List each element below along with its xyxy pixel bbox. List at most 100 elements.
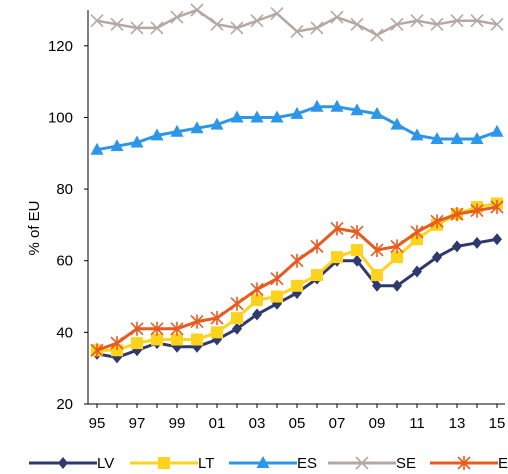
data-point-ee xyxy=(150,321,164,336)
data-point-se xyxy=(190,3,204,17)
data-point-lv xyxy=(412,265,422,278)
data-point-se xyxy=(310,21,324,35)
legend-item-lt: LT xyxy=(130,455,214,472)
data-point-es xyxy=(490,124,504,137)
data-point-lt xyxy=(231,312,243,325)
data-point-ee xyxy=(310,239,324,254)
data-point-se xyxy=(470,14,484,28)
data-point-es xyxy=(170,124,184,137)
data-point-lt xyxy=(391,251,403,264)
data-point-ee xyxy=(450,207,464,222)
data-point-es xyxy=(90,142,104,155)
data-point-es xyxy=(250,110,264,123)
data-point-es xyxy=(150,128,164,141)
data-point-se xyxy=(390,17,404,31)
data-point-se xyxy=(410,14,424,28)
data-point-es xyxy=(110,139,124,152)
data-point-lv xyxy=(492,233,502,246)
data-point-lv xyxy=(432,251,442,264)
series-es xyxy=(90,99,504,155)
data-point-es xyxy=(410,128,424,141)
data-point-ee xyxy=(190,314,204,329)
data-point-ee xyxy=(170,321,184,336)
data-point-se xyxy=(290,24,304,39)
data-point-es xyxy=(430,131,444,144)
data-point-lv xyxy=(232,322,242,335)
legend-label: LV xyxy=(97,455,114,472)
data-point-ee xyxy=(330,221,344,236)
x-tick-label: 15 xyxy=(489,415,506,432)
series-ee xyxy=(90,200,504,358)
data-point-ee xyxy=(370,242,384,257)
x-tick-label: 13 xyxy=(449,415,466,432)
data-point-se xyxy=(370,28,384,42)
data-point-lt xyxy=(311,269,323,282)
x-tick-label: 11 xyxy=(409,415,425,432)
data-point-lv xyxy=(472,236,482,249)
legend-swatch-marker xyxy=(256,456,270,468)
data-point-lv xyxy=(452,240,462,253)
legend-label: ES xyxy=(297,455,317,472)
legend: LV LT ES SE EE xyxy=(29,455,508,472)
x-tick-label: 97 xyxy=(129,415,146,432)
data-point-es xyxy=(450,131,464,144)
legend-swatch-marker xyxy=(457,456,471,470)
data-point-lt xyxy=(171,333,183,346)
data-point-lt xyxy=(151,333,163,346)
data-point-lt xyxy=(411,233,423,246)
series-layer xyxy=(90,3,504,364)
y-tick-label: 20 xyxy=(56,396,73,413)
y-axis-ticks: 20 40 60 80 100 120 xyxy=(48,38,88,413)
data-point-ee xyxy=(430,214,444,229)
data-point-ee xyxy=(130,321,144,336)
data-point-es xyxy=(210,117,224,130)
data-point-lv xyxy=(352,254,362,267)
data-point-es xyxy=(390,117,404,130)
data-point-se xyxy=(210,17,224,31)
data-point-lt xyxy=(291,279,303,292)
data-point-se xyxy=(90,14,104,28)
legend-swatch-marker xyxy=(355,456,369,470)
data-point-lt xyxy=(251,294,263,307)
data-point-ee xyxy=(210,311,224,326)
data-point-se xyxy=(110,17,124,31)
data-point-es xyxy=(190,121,204,134)
data-point-se xyxy=(130,21,144,35)
data-point-se xyxy=(170,10,184,24)
x-tick-label: 03 xyxy=(249,415,266,432)
x-tick-label: 05 xyxy=(289,415,306,432)
data-point-lt xyxy=(271,290,283,303)
data-point-se xyxy=(490,17,504,31)
data-point-es xyxy=(270,110,284,123)
legend-label: EE xyxy=(498,455,508,472)
data-point-ee xyxy=(270,271,284,286)
legend-item-ee: EE xyxy=(430,455,508,472)
data-point-se xyxy=(330,10,344,24)
data-point-se xyxy=(150,21,164,35)
data-point-lt xyxy=(111,344,123,357)
data-point-es xyxy=(290,106,304,119)
data-point-es xyxy=(130,135,144,148)
legend-swatch-marker xyxy=(58,457,68,469)
x-axis-ticks: 95 97 99 01 03 05 07 09 11 13 15 xyxy=(89,404,506,432)
data-point-es xyxy=(330,99,344,112)
data-point-se xyxy=(430,17,444,31)
data-point-lt xyxy=(371,269,383,282)
data-point-lv xyxy=(392,279,402,292)
data-point-se xyxy=(250,14,264,28)
data-point-ee xyxy=(110,336,124,351)
data-point-ee xyxy=(290,253,304,268)
legend-item-es: ES xyxy=(229,455,317,472)
data-point-se xyxy=(230,21,244,35)
data-point-ee xyxy=(390,239,404,254)
legend-label: SE xyxy=(396,455,416,472)
data-point-lv xyxy=(372,279,382,292)
data-point-ee xyxy=(410,225,424,240)
data-point-lt xyxy=(211,326,223,339)
y-tick-label: 60 xyxy=(56,253,73,270)
y-tick-label: 120 xyxy=(48,38,73,55)
x-tick-label: 07 xyxy=(329,415,346,432)
series-se xyxy=(90,3,504,42)
x-tick-label: 99 xyxy=(169,415,186,432)
data-point-ee xyxy=(90,343,104,358)
